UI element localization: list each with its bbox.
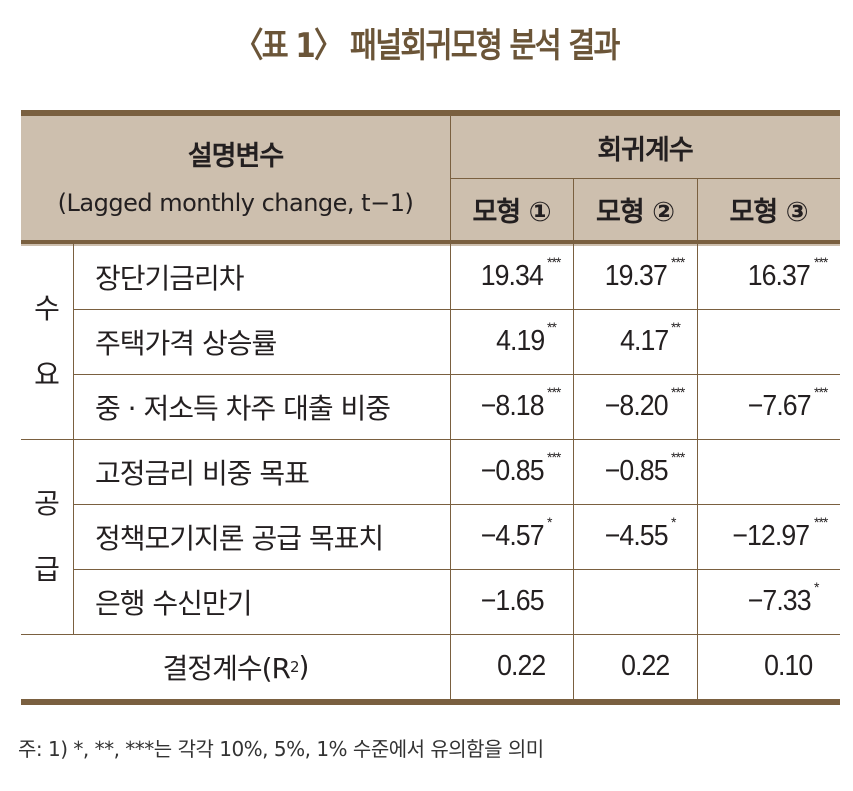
table-header	[21, 116, 840, 246]
significance-stars: *	[547, 514, 552, 530]
coef-value: −0.85	[480, 455, 544, 487]
variable-label: 장단기금리차	[95, 261, 245, 295]
r2-value: 0.10	[763, 650, 813, 682]
coef-cell: 4.17 **	[573, 309, 697, 374]
group-char: 수	[34, 291, 60, 325]
coef-value: 4.19	[495, 325, 545, 357]
top-rule	[21, 110, 840, 116]
coef-value: −7.33	[747, 585, 811, 617]
coef-cell: −1.65	[450, 569, 573, 634]
coef-cell: 16.37 ***	[697, 244, 840, 309]
r2-value: 0.22	[620, 650, 670, 682]
coef-value: −8.18	[480, 390, 544, 422]
coef-cell: −7.33 *	[697, 569, 840, 634]
divider	[73, 504, 840, 505]
coef-cell	[697, 309, 840, 374]
coef-cell: 19.34 ***	[450, 244, 573, 309]
group-char: 급	[34, 552, 60, 586]
group-char: 요	[34, 357, 60, 391]
significance-stars: ***	[547, 449, 561, 465]
coef-value: 4.17	[619, 325, 669, 357]
group-char: 공	[34, 486, 60, 520]
divider	[73, 309, 840, 310]
significance-stars: ***	[671, 449, 685, 465]
variable-label: 정책모기지론 공급 목표치	[95, 521, 384, 555]
divider	[21, 439, 840, 440]
coef-value: 16.37	[748, 260, 811, 292]
coef-cell: −12.97 ***	[697, 504, 840, 569]
significance-stars: **	[547, 319, 557, 335]
r2-label-close: )	[298, 650, 310, 683]
coef-cell	[573, 569, 697, 634]
model-1-header: 모형 ①	[472, 196, 552, 228]
coef-cell: 19.37 ***	[573, 244, 697, 309]
significance-stars: ***	[814, 254, 828, 270]
r2-superscript: 2	[289, 657, 299, 676]
model-3-header: 모형 ③	[729, 196, 809, 228]
divider	[73, 374, 840, 375]
divider	[573, 244, 574, 699]
significance-stars: **	[671, 319, 681, 335]
coef-value: −7.67	[747, 390, 811, 422]
significance-stars: ***	[814, 384, 828, 400]
coef-value: −8.20	[604, 390, 668, 422]
divider	[450, 244, 451, 699]
variable-label: 주택가격 상승률	[95, 326, 277, 360]
coef-value: 19.34	[481, 260, 544, 292]
r2-cell: 0.22	[450, 634, 573, 699]
r2-cell: 0.10	[697, 634, 840, 699]
group-label-supply: 공 급	[21, 439, 73, 634]
variable-label: 고정금리 비중 목표	[95, 456, 310, 490]
r2-label-text: 결정계수(R	[162, 651, 291, 685]
coef-cell: −7.67 ***	[697, 374, 840, 439]
coef-cell: −4.57 *	[450, 504, 573, 569]
significance-stars: *	[671, 514, 676, 530]
coef-cell: 4.19 **	[450, 309, 573, 374]
coef-value: −1.65	[480, 585, 544, 617]
coef-header: 회귀계수	[597, 134, 693, 166]
significance-stars: ***	[547, 254, 561, 270]
coef-cell: −0.85 ***	[573, 439, 697, 504]
significance-stars: ***	[671, 254, 685, 270]
model-2-header: 모형 ②	[596, 196, 675, 228]
significance-stars: ***	[547, 384, 561, 400]
table-title: 〈표 1〉 패널회귀모형 분석 결과	[234, 26, 620, 66]
explanatory-subheader: (Lagged monthly change, t−1)	[57, 189, 414, 217]
divider	[21, 634, 840, 635]
group-label-demand: 수 요	[21, 244, 73, 439]
coef-cell: −4.55 *	[573, 504, 697, 569]
header-rule	[21, 240, 840, 244]
coef-cell: −0.85 ***	[450, 439, 573, 504]
variable-label: 중 · 저소득 차주 대출 비중	[95, 391, 391, 425]
coef-value: −0.85	[604, 455, 668, 487]
coef-value: −12.97	[732, 520, 811, 552]
coef-value: −4.57	[480, 520, 544, 552]
coef-cell: −8.18 ***	[450, 374, 573, 439]
significance-stars: ***	[814, 514, 828, 530]
significance-stars: *	[814, 579, 819, 595]
divider	[697, 178, 698, 240]
divider	[73, 569, 840, 570]
divider	[450, 178, 840, 179]
divider	[697, 244, 698, 699]
divider	[573, 178, 574, 240]
coef-value: 19.37	[605, 260, 668, 292]
coef-cell: −8.20 ***	[573, 374, 697, 439]
significance-stars: ***	[671, 384, 685, 400]
variable-label: 은행 수신만기	[95, 586, 252, 620]
explanatory-header: 설명변수	[187, 140, 284, 172]
bottom-rule	[21, 699, 840, 705]
coef-cell	[697, 439, 840, 504]
r2-cell: 0.22	[573, 634, 697, 699]
coef-value: −4.55	[604, 520, 668, 552]
r2-value: 0.22	[496, 650, 546, 682]
r-squared-label: 결정계수(R 2)	[21, 634, 450, 699]
footnote: 주: 1) *, **, ***는 각각 10%, 5%, 1% 수준에서 유의…	[18, 737, 544, 761]
